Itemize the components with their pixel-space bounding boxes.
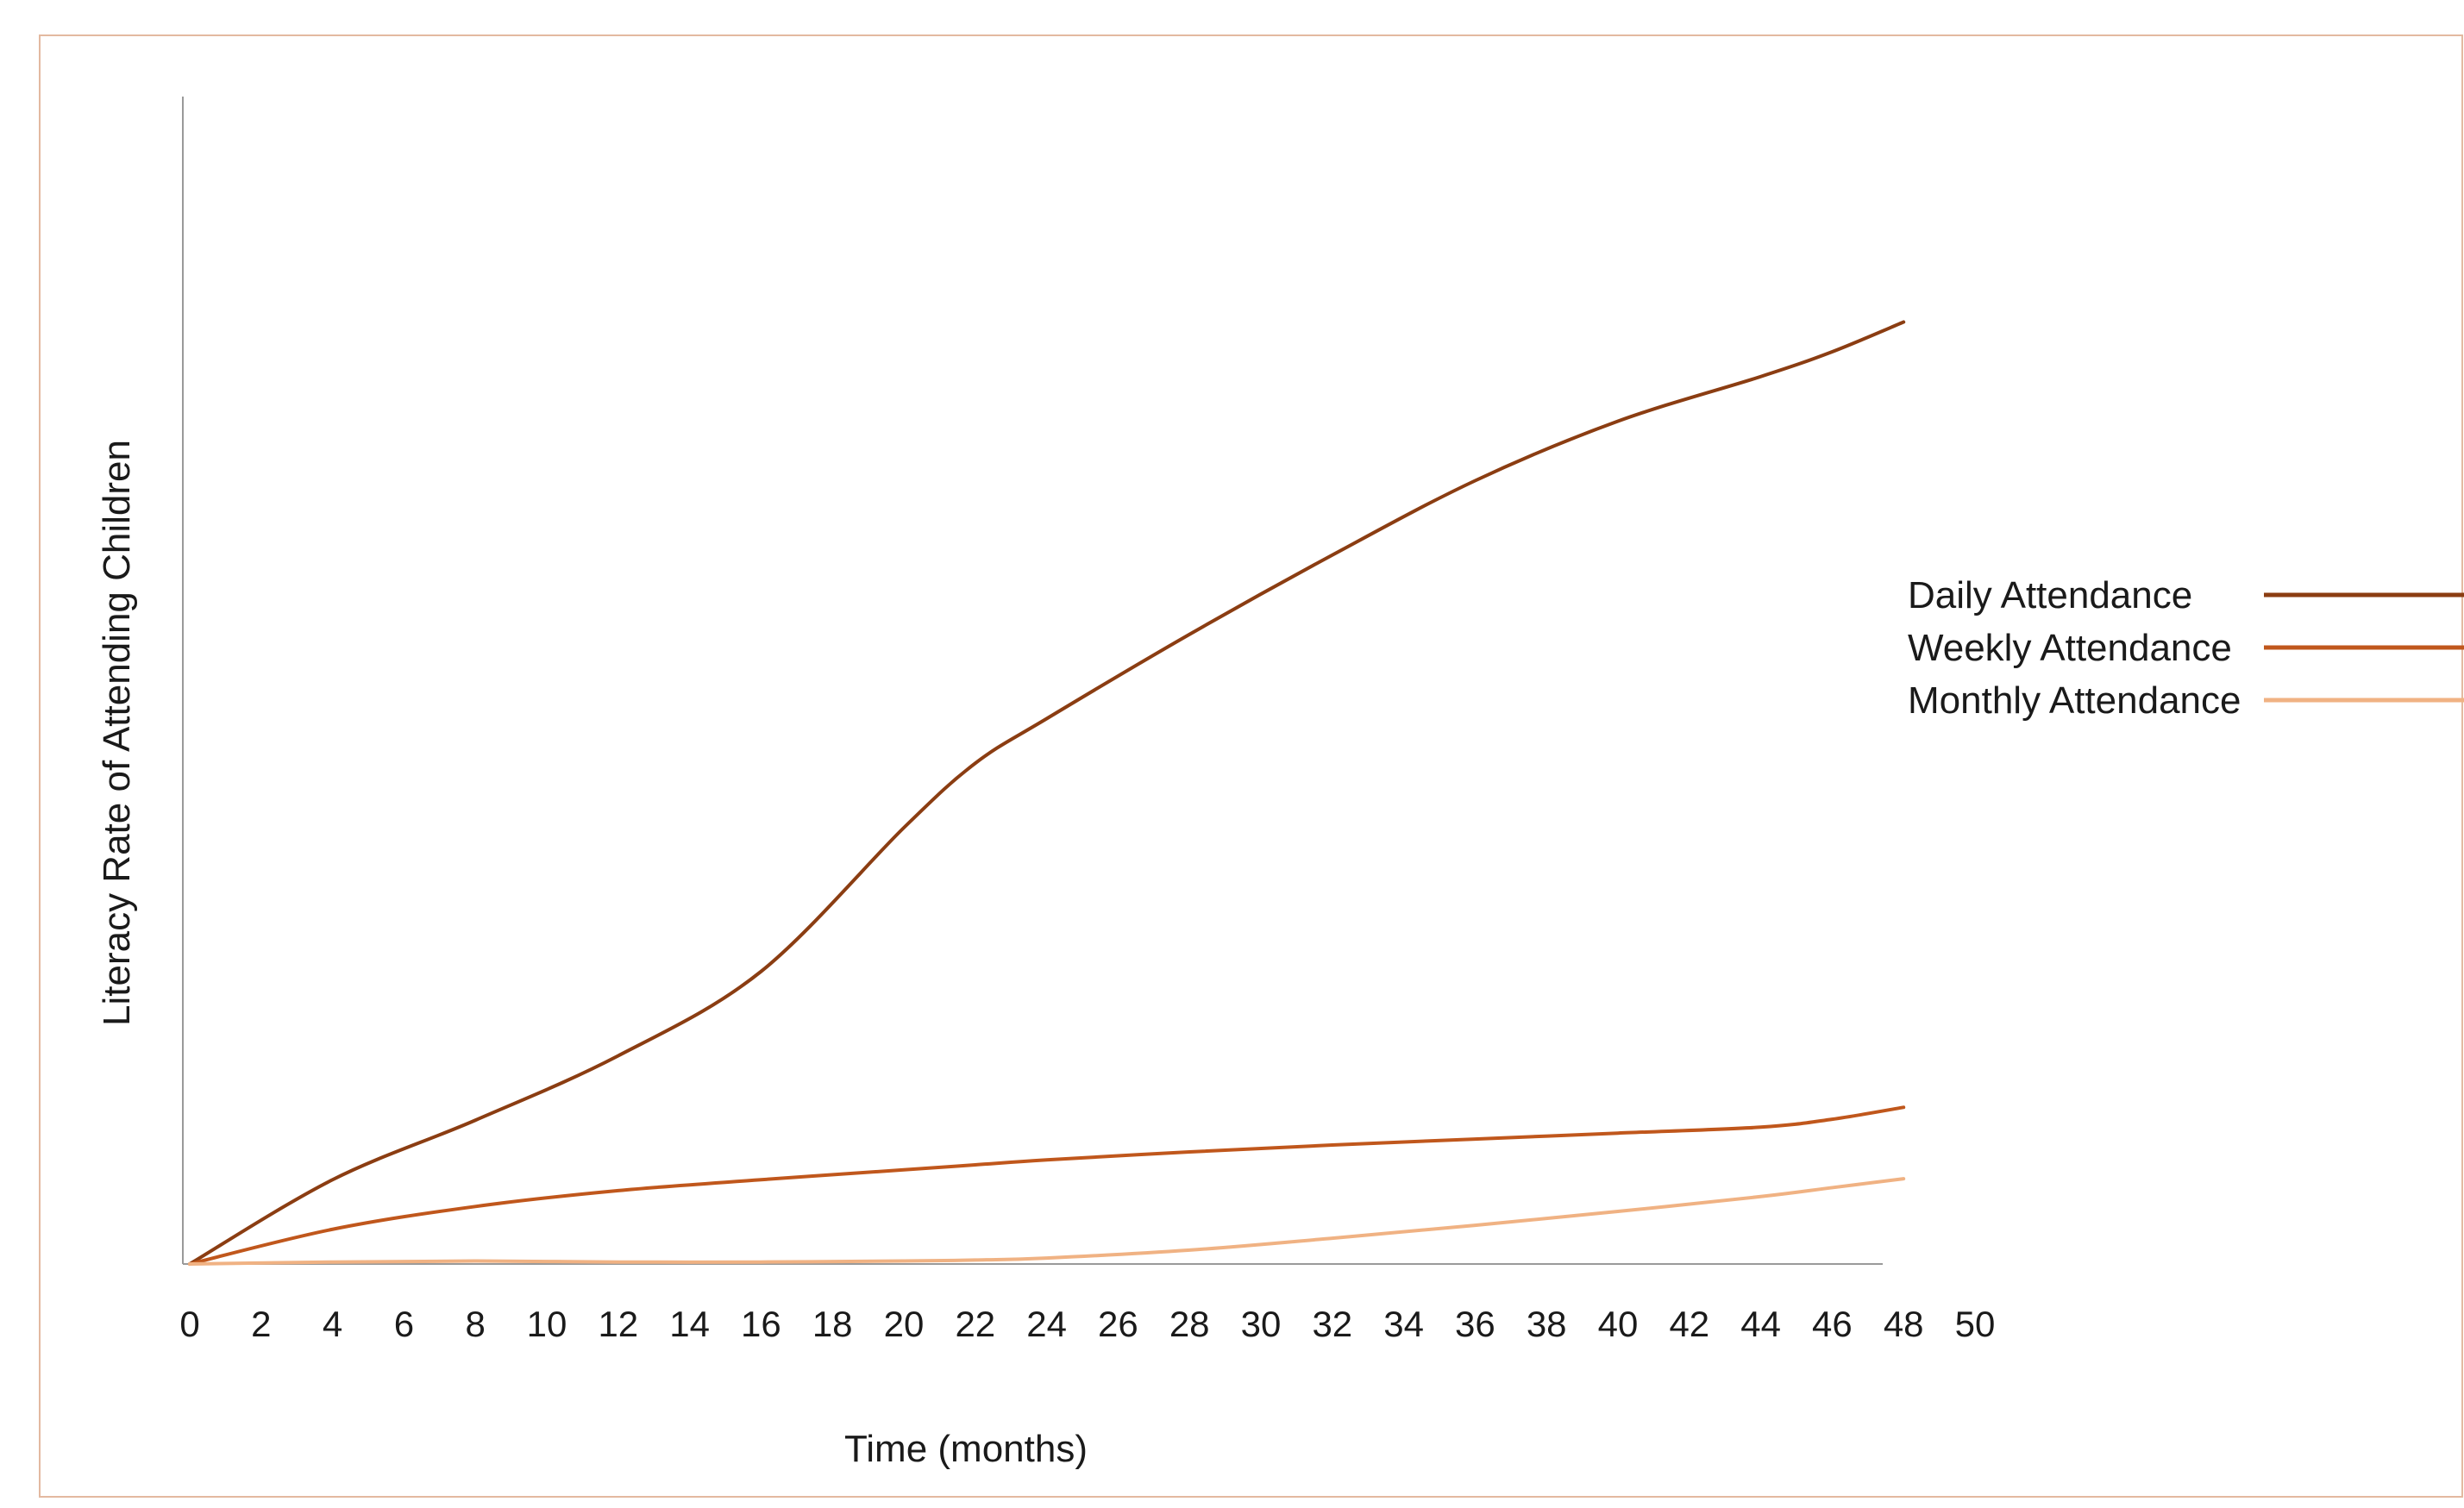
x-tick-label: 34 [1383,1304,1424,1344]
x-tick-label: 20 [884,1304,925,1344]
x-tick-label: 8 [466,1304,486,1344]
x-tick-label: 16 [741,1304,781,1344]
x-tick-label: 22 [955,1304,995,1344]
chart-frame [39,34,2463,1498]
y-axis-title: Literacy Rate of Attending Children [96,440,138,1026]
x-tick-label: 18 [812,1304,853,1344]
x-tick-labels: 0 2 4 6 8 10 12 14 16 18 20 22 24 26 28 30 32 34 36 38 40 42 4… [179,1304,1995,1344]
series-lines [188,320,1906,1266]
x-tick-label: 10 [527,1304,567,1344]
x-tick-label: 38 [1527,1304,1567,1344]
x-tick-label: 2 [251,1304,271,1344]
x-axis-title: Time (months) [844,1428,1088,1470]
x-tick-label: 50 [1955,1304,1996,1344]
axes [182,97,1883,1265]
x-tick-label: 36 [1455,1304,1495,1344]
x-tick-label: 26 [1098,1304,1138,1344]
x-tick-label: 0 [179,1304,199,1344]
x-tick-label: 46 [1812,1304,1853,1344]
x-tick-label: 48 [1884,1304,1924,1344]
x-tick-label: 44 [1740,1304,1781,1344]
legend-label-daily-attendance: Daily Attendance [1908,574,2192,616]
x-tick-label: 12 [598,1304,638,1344]
legend: Daily Attendance Weekly Attendance Monthly… [1908,574,2464,722]
x-tick-label: 32 [1312,1304,1352,1344]
series-line-daily-attendance [188,320,1906,1266]
x-tick-label: 14 [669,1304,710,1344]
x-tick-label: 4 [323,1304,342,1344]
legend-label-monthly-attendance: Monthly Attendance [1908,679,2241,722]
legend-label-weekly-attendance: Weekly Attendance [1908,627,2232,669]
series-line-monthly-attendance [188,1177,1906,1266]
x-tick-label: 6 [394,1304,414,1344]
x-tick-label: 42 [1669,1304,1709,1344]
x-tick-label: 24 [1026,1304,1067,1344]
x-tick-label: 30 [1241,1304,1282,1344]
x-tick-label: 40 [1598,1304,1639,1344]
series-line-weekly-attendance [188,1105,1906,1266]
x-tick-label: 28 [1169,1304,1210,1344]
